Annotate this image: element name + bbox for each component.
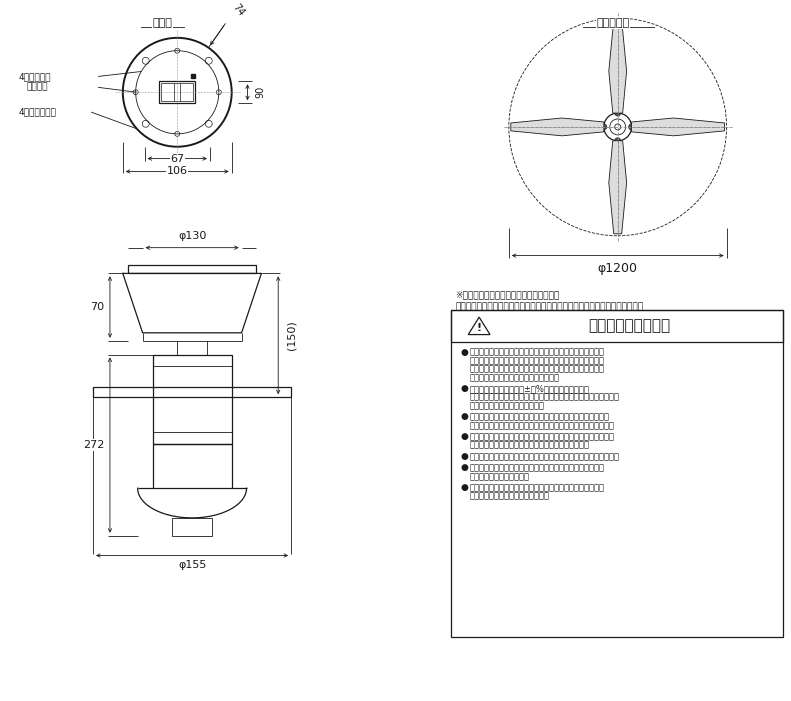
Text: 90: 90	[255, 86, 266, 98]
Text: 4－取付用穴: 4－取付用穴	[19, 72, 51, 81]
Text: 272: 272	[82, 440, 104, 450]
Text: 落下し、けがの原因になります．: 落下し、けがの原因になります．	[469, 491, 549, 501]
Text: 一室２台以上でご使用する場合は個別操作できませんのでご注意ください．: 一室２台以上でご使用する場合は個別操作できませんのでご注意ください．	[456, 302, 644, 311]
Text: 長時間、強い風にあたらないようにしてください、健康を: 長時間、強い風にあたらないようにしてください、健康を	[469, 463, 604, 472]
Polygon shape	[468, 317, 490, 334]
Bar	[172, 518, 212, 536]
Bar	[160, 81, 195, 103]
Polygon shape	[631, 118, 725, 136]
Text: ●: ●	[460, 483, 468, 492]
Text: 安全に関するご注意: 安全に関するご注意	[588, 318, 670, 334]
Circle shape	[615, 138, 621, 144]
Text: !: !	[476, 323, 482, 333]
Text: この器具は木ねじ取付専用器具です．必ず木ねじ（４本）で: この器具は木ねじ取付専用器具です．必ず木ねじ（４本）で	[469, 412, 609, 421]
Text: φ1200: φ1200	[598, 261, 638, 275]
Text: 施工は、必ずブレーカーを切ってから行ってください、不意に: 施工は、必ずブレーカーを切ってから行ってください、不意に	[469, 433, 615, 441]
Bar	[153, 355, 232, 444]
Text: また、電源周波数は器具銘板に従って正しく使用してください、: また、電源周波数は器具銘板に従って正しく使用してください、	[469, 393, 619, 402]
Text: φ130: φ130	[178, 231, 206, 240]
Text: 運転中は、羽根に触れないでください、けがの原因になります．: 運転中は、羽根に触れないでください、けがの原因になります．	[469, 452, 619, 461]
Text: 動作して、けがをしたり、感電の原因になります．: 動作して、けがをしたり、感電の原因になります．	[469, 441, 589, 449]
Text: ●: ●	[460, 412, 468, 421]
Text: 落下・感電・火災の原因になります．: 落下・感電・火災の原因になります．	[469, 373, 559, 382]
Text: ●: ●	[460, 463, 468, 472]
Polygon shape	[609, 141, 626, 234]
Text: この器具は，一般通常環境の屋内天井直付専用器具です．: この器具は，一般通常環境の屋内天井直付専用器具です．	[469, 348, 604, 357]
Circle shape	[629, 124, 634, 130]
Text: 感電・火災の原因になります．: 感電・火災の原因になります．	[469, 401, 544, 410]
Text: 補強材のある位置に取付けて下さい．落下の原因になります．: 補強材のある位置に取付けて下さい．落下の原因になります．	[469, 421, 615, 430]
Text: 一般通常環境以外の所、傾斜天井、屋外、湿気の多い所、: 一般通常環境以外の所、傾斜天井、屋外、湿気の多い所、	[469, 356, 604, 365]
Bar	[452, 310, 783, 341]
Text: ●: ●	[460, 433, 468, 441]
Circle shape	[615, 110, 621, 116]
Text: ●: ●	[460, 348, 468, 357]
Text: 67: 67	[170, 154, 184, 163]
Text: 羽根配置図: 羽根配置図	[596, 18, 630, 28]
Text: 羽根が壊れた時は、全数取り替えてください、振動のため: 羽根が壊れた時は、全数取り替えてください、振動のため	[469, 483, 604, 492]
Circle shape	[601, 124, 607, 130]
Text: 70: 70	[90, 302, 104, 312]
Text: φ155: φ155	[178, 560, 206, 571]
Text: 電源電圧は、定格電圧±６%内でご使用下さい．: 電源電圧は、定格電圧±６%内でご使用下さい．	[469, 384, 589, 393]
Bar	[93, 387, 291, 397]
Text: 害することがあります．: 害することがあります．	[469, 472, 529, 481]
Polygon shape	[511, 118, 604, 136]
Text: 74: 74	[230, 3, 246, 18]
Text: 水気のかかる所、壁面、床面では使用しないでください、: 水気のかかる所、壁面、床面では使用しないでください、	[469, 365, 604, 374]
Text: 106: 106	[167, 166, 187, 177]
Polygon shape	[609, 20, 626, 113]
Text: ●: ●	[460, 452, 468, 461]
Text: 取付部: 取付部	[153, 18, 172, 28]
Bar	[452, 310, 783, 637]
Text: ※この器具はチャンネル設定できません．: ※この器具はチャンネル設定できません．	[456, 290, 560, 299]
Text: ●: ●	[460, 384, 468, 393]
Bar	[161, 83, 193, 101]
Text: 電源用穴: 電源用穴	[27, 83, 48, 92]
Bar	[153, 444, 232, 488]
Text: 4－木ねじ用穴: 4－木ねじ用穴	[19, 107, 57, 116]
Bar	[128, 266, 256, 273]
Text: (150): (150)	[286, 320, 296, 350]
